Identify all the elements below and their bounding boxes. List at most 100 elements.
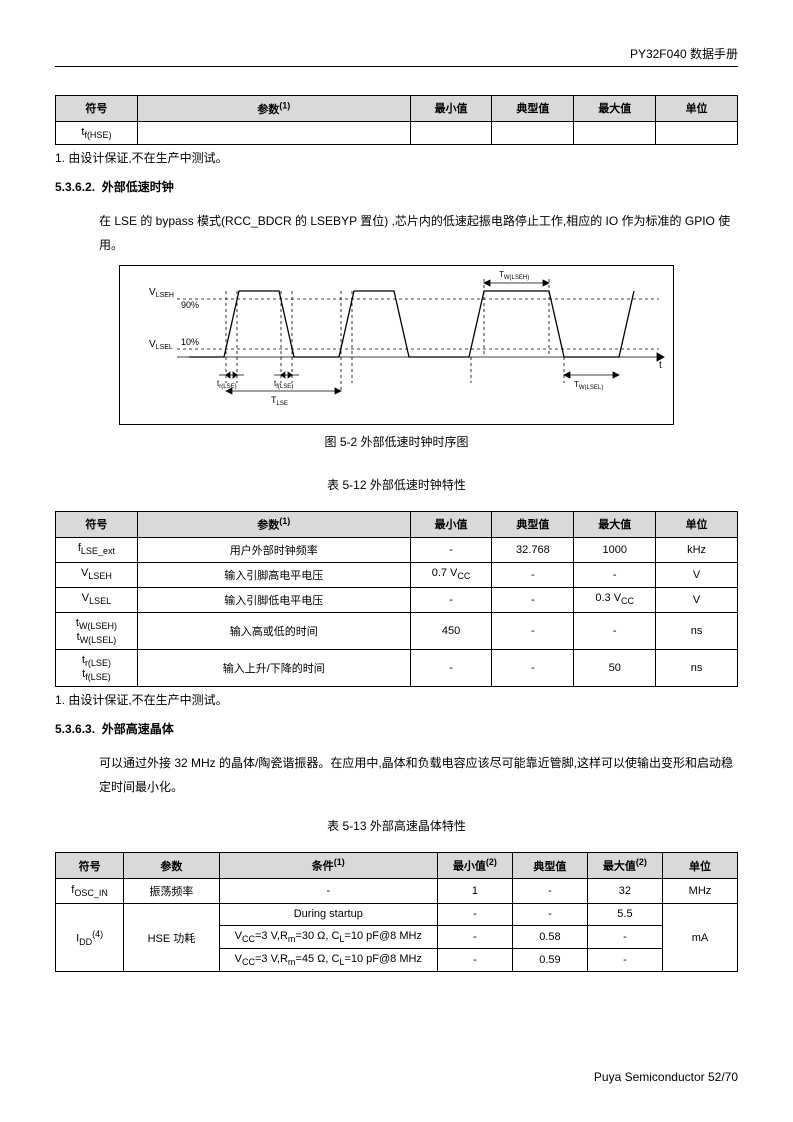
cell-min: - <box>410 587 492 612</box>
table-header-row: 符号 参数(1) 最小值 典型值 最大值 单位 <box>56 96 738 122</box>
table-header-row: 符号 参数(1) 最小值 典型值 最大值 单位 <box>56 511 738 537</box>
cell-param: 输入上升/下降的时间 <box>137 649 410 686</box>
section-title: 外部低速时钟 <box>102 180 174 194</box>
th-param: 参数 <box>124 853 219 879</box>
footnote: 1. 由设计保证,不在生产中测试。 <box>55 149 738 166</box>
table-row: VLSEL 输入引脚低电平电压 - - 0.3 VCC V <box>56 587 738 612</box>
cell-symbol: VLSEH <box>56 562 138 587</box>
th-typ: 典型值 <box>492 96 574 122</box>
cell-typ: 0.59 <box>512 949 587 972</box>
th-symbol: 符号 <box>56 511 138 537</box>
th-typ: 典型值 <box>512 853 587 879</box>
cell-typ <box>492 121 574 144</box>
section-num: 5.3.6.2. <box>55 180 95 194</box>
table-caption: 表 5-12 外部低速时钟特性 <box>55 476 738 493</box>
page-footer: Puya Semiconductor 52/70 <box>594 1070 738 1084</box>
th-param-text: 参数(1) <box>257 104 290 116</box>
cell-min: - <box>437 949 512 972</box>
figure-caption: 图 5-2 外部低速时钟时序图 <box>55 433 738 450</box>
cell-unit: ns <box>656 612 738 649</box>
cell-max: 0.3 VCC <box>574 587 656 612</box>
doc-header: PY32F040 数据手册 <box>55 45 738 66</box>
cell-param: 振荡频率 <box>124 878 219 903</box>
th-param: 参数(1) <box>137 511 410 537</box>
cell-max: - <box>574 562 656 587</box>
cell-param: 输入引脚高电平电压 <box>137 562 410 587</box>
cell-symbol: VLSEL <box>56 587 138 612</box>
th-max: 最大值(2) <box>587 853 662 879</box>
cell-max: - <box>587 925 662 948</box>
cell-param: 输入引脚低电平电压 <box>137 587 410 612</box>
twl-label: TW(LSEL) <box>574 380 603 391</box>
cell-min: 0.7 VCC <box>410 562 492 587</box>
cell-min <box>410 121 492 144</box>
th-typ: 典型值 <box>492 511 574 537</box>
cell-unit: kHz <box>656 537 738 562</box>
section-heading: 5.3.6.2. 外部低速时钟 <box>55 178 738 195</box>
cell-typ: - <box>512 903 587 925</box>
cell-typ: - <box>512 878 587 903</box>
th-min: 最小值(2) <box>437 853 512 879</box>
th-unit: 单位 <box>656 96 738 122</box>
tr-label: tr(LSE) <box>217 379 237 390</box>
table-row: tr(LSE)tf(LSE) 输入上升/下降的时间 - - 50 ns <box>56 649 738 686</box>
cell-min: - <box>410 537 492 562</box>
timing-diagram: VLSEH VLSEL 90% 10% tr(LSE) tf(LSE) TLSE… <box>119 265 674 425</box>
table-caption: 表 5-13 外部高速晶体特性 <box>55 817 738 834</box>
cell-max: 1000 <box>574 537 656 562</box>
table-row: tf(HSE) <box>56 121 738 144</box>
cell-unit: MHz <box>662 878 737 903</box>
cell-typ: - <box>492 587 574 612</box>
footnote: 1. 由设计保证,不在生产中测试。 <box>55 691 738 708</box>
cell-min: - <box>437 903 512 925</box>
th-symbol: 符号 <box>56 853 124 879</box>
cell-typ: - <box>492 562 574 587</box>
th-min: 最小值 <box>410 96 492 122</box>
cell-typ: - <box>492 612 574 649</box>
pct10-label: 10% <box>181 337 199 347</box>
paragraph: 可以通过外接 32 MHz 的晶体/陶瓷谐振器。在应用中,晶体和负载电容应该尽可… <box>99 751 738 799</box>
section-heading: 5.3.6.3. 外部高速晶体 <box>55 720 738 737</box>
table-hse-char: 符号 参数 条件(1) 最小值(2) 典型值 最大值(2) 单位 fOSC_IN… <box>55 852 738 972</box>
cell-param <box>137 121 410 144</box>
cell-min: 1 <box>437 878 512 903</box>
th-unit: 单位 <box>656 511 738 537</box>
cell-cond: VCC=3 V,Rm=45 Ω, CL=10 pF@8 MHz <box>219 949 437 972</box>
pct90-label: 90% <box>181 300 199 310</box>
cell-typ: 0.58 <box>512 925 587 948</box>
tlse-label: TLSE <box>271 395 288 407</box>
th-max: 最大值 <box>574 96 656 122</box>
cell-typ: - <box>492 649 574 686</box>
table-row: VLSEH 输入引脚高电平电压 0.7 VCC - - V <box>56 562 738 587</box>
cell-param: HSE 功耗 <box>124 903 219 971</box>
cell-param: 用户外部时钟频率 <box>137 537 410 562</box>
cell-unit: ns <box>656 649 738 686</box>
cell-max: - <box>587 949 662 972</box>
section-num: 5.3.6.3. <box>55 722 95 736</box>
table-hse-continued: 符号 参数(1) 最小值 典型值 最大值 单位 tf(HSE) <box>55 95 738 145</box>
table-row: IDD(4) HSE 功耗 During startup - - 5.5 mA <box>56 903 738 925</box>
cell-min: 450 <box>410 612 492 649</box>
cell-max: 50 <box>574 649 656 686</box>
cell-unit: V <box>656 587 738 612</box>
th-max: 最大值 <box>574 511 656 537</box>
cell-symbol: tW(LSEH)tW(LSEL) <box>56 612 138 649</box>
cell-max <box>574 121 656 144</box>
table-row: tW(LSEH)tW(LSEL) 输入高或低的时间 450 - - ns <box>56 612 738 649</box>
cell-cond: During startup <box>219 903 437 925</box>
cell-symbol: IDD(4) <box>56 903 124 971</box>
table-lse-char: 符号 参数(1) 最小值 典型值 最大值 单位 fLSE_ext 用户外部时钟频… <box>55 511 738 687</box>
cell-symbol: fOSC_IN <box>56 878 124 903</box>
table-row: fLSE_ext 用户外部时钟频率 - 32.768 1000 kHz <box>56 537 738 562</box>
th-symbol: 符号 <box>56 96 138 122</box>
header-rule <box>55 66 738 67</box>
t-axis-label: t <box>659 360 662 371</box>
section-title: 外部高速晶体 <box>102 722 174 736</box>
cell-min: - <box>437 925 512 948</box>
cell-cond: - <box>219 878 437 903</box>
th-cond: 条件(1) <box>219 853 437 879</box>
cell-symbol: tf(HSE) <box>56 121 138 144</box>
cell-cond: VCC=3 V,Rm=30 Ω, CL=10 pF@8 MHz <box>219 925 437 948</box>
cell-symbol: fLSE_ext <box>56 537 138 562</box>
paragraph: 在 LSE 的 bypass 模式(RCC_BDCR 的 LSEBYP 置位) … <box>99 209 738 257</box>
